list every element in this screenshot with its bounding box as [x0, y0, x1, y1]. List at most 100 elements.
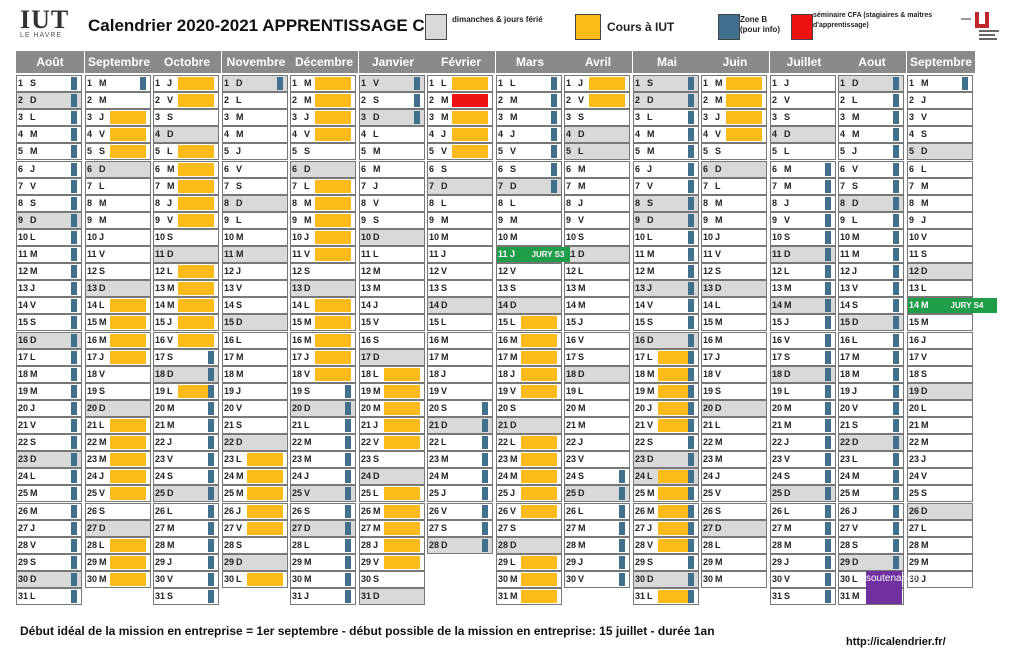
day-number: 2 [224, 95, 230, 105]
day-number: 6 [635, 164, 641, 174]
day-cell: 25 M [16, 485, 82, 502]
day-number: 26 [155, 506, 166, 516]
day-number: 6 [498, 164, 504, 174]
day-number: 29 [840, 557, 851, 567]
day-cell: 21 M [153, 417, 219, 434]
day-letter: D [510, 181, 517, 191]
day-cell: 19 D [907, 383, 973, 400]
zone-b-marker [688, 539, 694, 552]
day-letter: M [99, 574, 107, 584]
day-letter: M [510, 232, 518, 242]
day-letter: M [921, 78, 929, 88]
day-cell: 21 J [359, 417, 425, 434]
day-number: 24 [498, 471, 509, 481]
day-letter: V [167, 215, 174, 225]
day-number: 3 [361, 112, 367, 122]
zone-b-marker [71, 385, 77, 398]
day-number: 26 [224, 506, 235, 516]
day-letter: L [373, 249, 379, 259]
day-number: 13 [635, 283, 646, 293]
day-number: 12 [292, 266, 303, 276]
zone-b-marker [825, 368, 831, 381]
day-number: 28 [87, 540, 98, 550]
legend-label-zoneb: Zone B (pour info) [740, 15, 780, 34]
day-letter: M [784, 403, 792, 413]
day-number: 13 [909, 283, 920, 293]
day-number: 4 [703, 129, 709, 139]
day-cell: 25 D [564, 485, 630, 502]
day-cell: 15 M [701, 314, 767, 331]
day-number: 18 [566, 369, 577, 379]
day-number: 17 [18, 352, 29, 362]
day-cell: 31 M [496, 588, 562, 605]
day-number: 24 [909, 471, 920, 481]
zone-b-marker [551, 128, 557, 141]
day-letter: L [852, 335, 858, 345]
day-letter: J [715, 112, 721, 122]
day-cell: 13 S [496, 280, 562, 297]
day-number: 6 [361, 164, 367, 174]
source-url[interactable]: http://icalendrier.fr/ [846, 636, 946, 648]
day-number: 10 [840, 232, 851, 242]
day-letter: S [304, 146, 311, 156]
day-letter: D [921, 266, 928, 276]
zone-b-marker [688, 419, 694, 432]
course-marker [384, 368, 420, 381]
day-cell: 12 V [496, 263, 562, 280]
course-marker [521, 470, 557, 483]
day-cell: 10 S [153, 229, 219, 246]
day-number: 30 [224, 574, 235, 584]
day-number: 2 [772, 95, 778, 105]
day-number: 29 [909, 557, 920, 567]
day-number: 19 [772, 386, 783, 396]
day-letter: S [304, 506, 311, 516]
day-number: 5 [703, 146, 709, 156]
day-letter: M [99, 215, 107, 225]
day-letter: V [304, 249, 311, 259]
day-number: 9 [498, 215, 504, 225]
day-number: 13 [840, 283, 851, 293]
month-header: Avril [564, 51, 633, 73]
day-number: 18 [361, 369, 372, 379]
day-letter: M [167, 164, 175, 174]
course-marker [384, 402, 420, 415]
day-cell: 16 M [290, 332, 356, 349]
day-number: 25 [155, 488, 166, 498]
day-letter: L [715, 420, 721, 430]
day-number: 20 [703, 403, 714, 413]
course-marker [110, 556, 146, 569]
day-number: 4 [498, 129, 504, 139]
day-number: 4 [18, 129, 24, 139]
day-cell: 29 M [907, 554, 973, 571]
legend-swatch-zoneb [718, 14, 740, 40]
day-cell: 20 M [359, 400, 425, 417]
zone-b-marker [71, 453, 77, 466]
day-number: 23 [772, 454, 783, 464]
day-number: 8 [292, 198, 298, 208]
day-number: 25 [87, 488, 98, 498]
day-cell: 25 J [496, 485, 562, 502]
zone-b-marker [893, 214, 899, 227]
zone-b-marker [551, 180, 557, 193]
zone-b-marker [893, 470, 899, 483]
day-number: 10 [429, 232, 440, 242]
day-cell: 29 D [222, 554, 288, 571]
course-marker [521, 590, 557, 603]
zone-b-marker [345, 539, 351, 552]
day-letter: M [304, 437, 312, 447]
day-number: 11 [498, 249, 508, 259]
day-cell: 16 V [770, 332, 836, 349]
day-letter: S [784, 471, 791, 481]
zone-b-marker [825, 539, 831, 552]
day-letter: V [30, 420, 37, 430]
day-letter: M [715, 557, 723, 567]
day-letter: M [647, 129, 655, 139]
